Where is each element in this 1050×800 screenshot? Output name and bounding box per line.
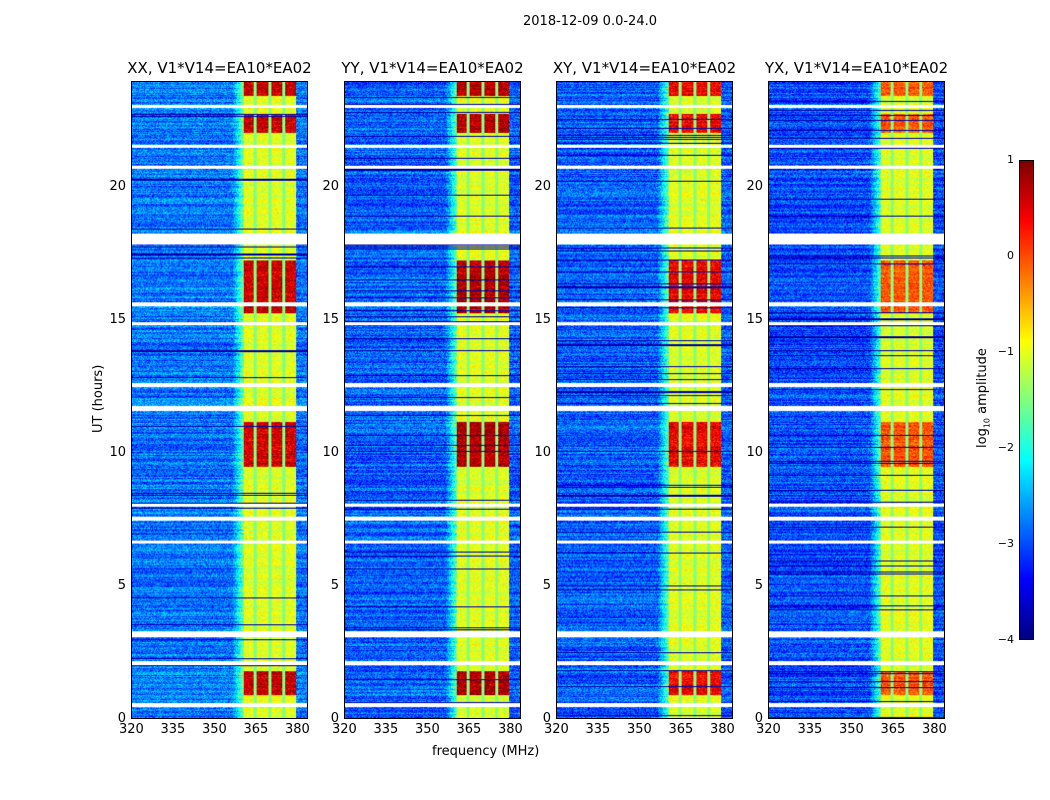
y-tick-label: 20 — [322, 179, 339, 195]
panel-title: XX, V1*V14=EA10*EA02 — [127, 59, 312, 77]
x-tick-label: 380 — [284, 722, 310, 737]
y-tick-label: 15 — [746, 312, 763, 328]
y-tick-label: 20 — [746, 179, 763, 195]
x-tick-label: 380 — [497, 722, 523, 737]
heatmap-2 — [344, 81, 521, 719]
panel-title: XY, V1*V14=EA10*EA02 — [552, 59, 737, 77]
y-tick-label: 15 — [534, 312, 551, 328]
y-tick-label: 0 — [754, 711, 763, 726]
x-axis-label: frequency (MHz) — [432, 744, 540, 759]
x-tick-label: 320 — [756, 722, 781, 737]
y-tick-label: 0 — [330, 711, 339, 726]
x-tick-label: 365 — [668, 722, 694, 737]
colorbar-tick-label: −3 — [997, 537, 1014, 550]
colorbar-tick-label: −2 — [997, 441, 1014, 454]
x-tick-label: 320 — [332, 722, 357, 737]
x-tick-label: 350 — [838, 722, 864, 737]
x-tick-label: 365 — [456, 722, 482, 737]
colorbar-tick-label: −4 — [997, 633, 1014, 646]
heatmap-4 — [768, 81, 945, 719]
x-tick-label: 335 — [160, 722, 186, 737]
x-tick-label: 335 — [373, 722, 399, 737]
y-tick-label: 0 — [117, 711, 126, 726]
y-tick-label: 10 — [534, 445, 551, 461]
panel-title: YY, V1*V14=EA10*EA02 — [341, 59, 524, 77]
y-tick-label: 5 — [542, 578, 551, 594]
x-tick-label: 380 — [709, 722, 735, 737]
colorbar-tick-label: 1 — [1007, 153, 1014, 166]
x-tick-label: 350 — [626, 722, 652, 737]
y-tick-label: 0 — [542, 711, 551, 726]
x-tick-label: 380 — [921, 722, 947, 737]
colorbar — [1019, 160, 1034, 640]
x-tick-label: 335 — [797, 722, 823, 737]
y-axis-label: UT (hours) — [91, 364, 106, 433]
heatmap-3 — [556, 81, 733, 719]
x-tick-label: 320 — [119, 722, 144, 737]
figure-title: 2018-12-09 0.0-24.0 — [523, 14, 657, 29]
y-tick-label: 10 — [746, 445, 763, 461]
x-tick-label: 365 — [243, 722, 269, 737]
y-tick-label: 15 — [322, 312, 339, 328]
y-tick-label: 20 — [109, 179, 126, 195]
x-tick-label: 335 — [585, 722, 611, 737]
colorbar-label: log10 amplitude — [975, 348, 992, 448]
x-tick-label: 350 — [414, 722, 440, 737]
y-tick-label: 5 — [117, 578, 126, 594]
colorbar-tick-label: −1 — [997, 345, 1014, 358]
x-tick-label: 350 — [201, 722, 227, 737]
panel-title: YX, V1*V14=EA10*EA02 — [764, 59, 949, 77]
y-tick-label: 10 — [322, 445, 339, 461]
y-tick-label: 20 — [534, 179, 551, 195]
colorbar-tick-label: 0 — [1007, 249, 1014, 262]
x-tick-label: 320 — [544, 722, 569, 737]
y-tick-label: 15 — [109, 312, 126, 328]
y-tick-label: 5 — [330, 578, 339, 594]
heatmap-1 — [131, 81, 308, 719]
y-tick-label: 5 — [754, 578, 763, 594]
y-tick-label: 10 — [109, 445, 126, 461]
x-tick-label: 365 — [880, 722, 906, 737]
